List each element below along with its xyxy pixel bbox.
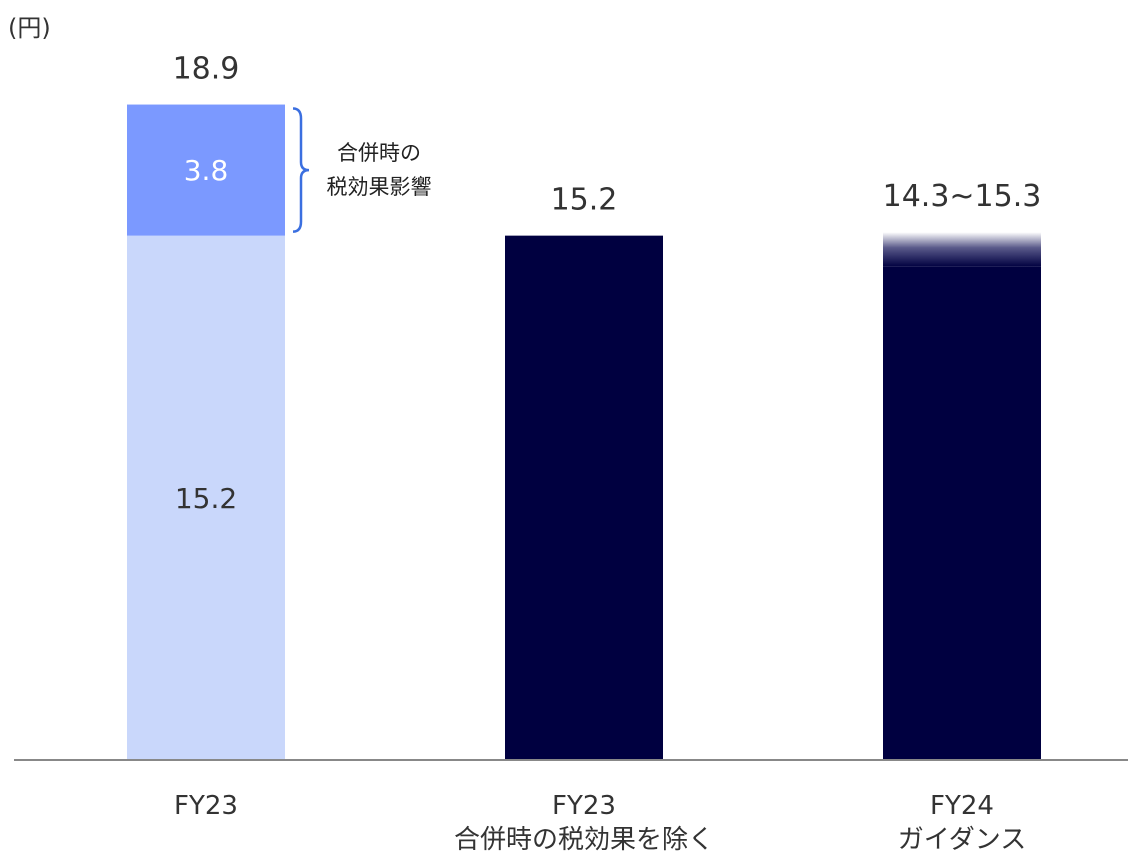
x-tick-label-2: FY24: [930, 791, 994, 821]
total-label-1: 15.2: [551, 183, 618, 218]
total-label-0: 18.9: [173, 52, 240, 87]
x-tick-sublabel-2: ガイダンス: [898, 825, 1026, 855]
bar-base-2: [883, 266, 1041, 760]
bar-base-0: [127, 235, 285, 761]
annotation-line1: 合併時の: [337, 141, 421, 165]
bar-stack-0: [127, 104, 285, 236]
x-tick-sublabel-1: 合併時の税効果を除く: [454, 825, 714, 855]
bar-base-1: [505, 235, 663, 761]
x-tick-label-0: FY23: [174, 791, 238, 821]
x-tick-label-1: FY23: [552, 791, 616, 821]
segment-label-base: 15.2: [175, 482, 237, 515]
y-unit-label: (円): [8, 14, 51, 42]
segment-label-stack: 3.8: [184, 154, 229, 187]
total-label-2: 14.3~15.3: [883, 179, 1042, 214]
annotation-bracket: [292, 107, 310, 233]
bar-stack-2: [883, 232, 1041, 267]
annotation-line2: 税効果影響: [327, 175, 432, 199]
